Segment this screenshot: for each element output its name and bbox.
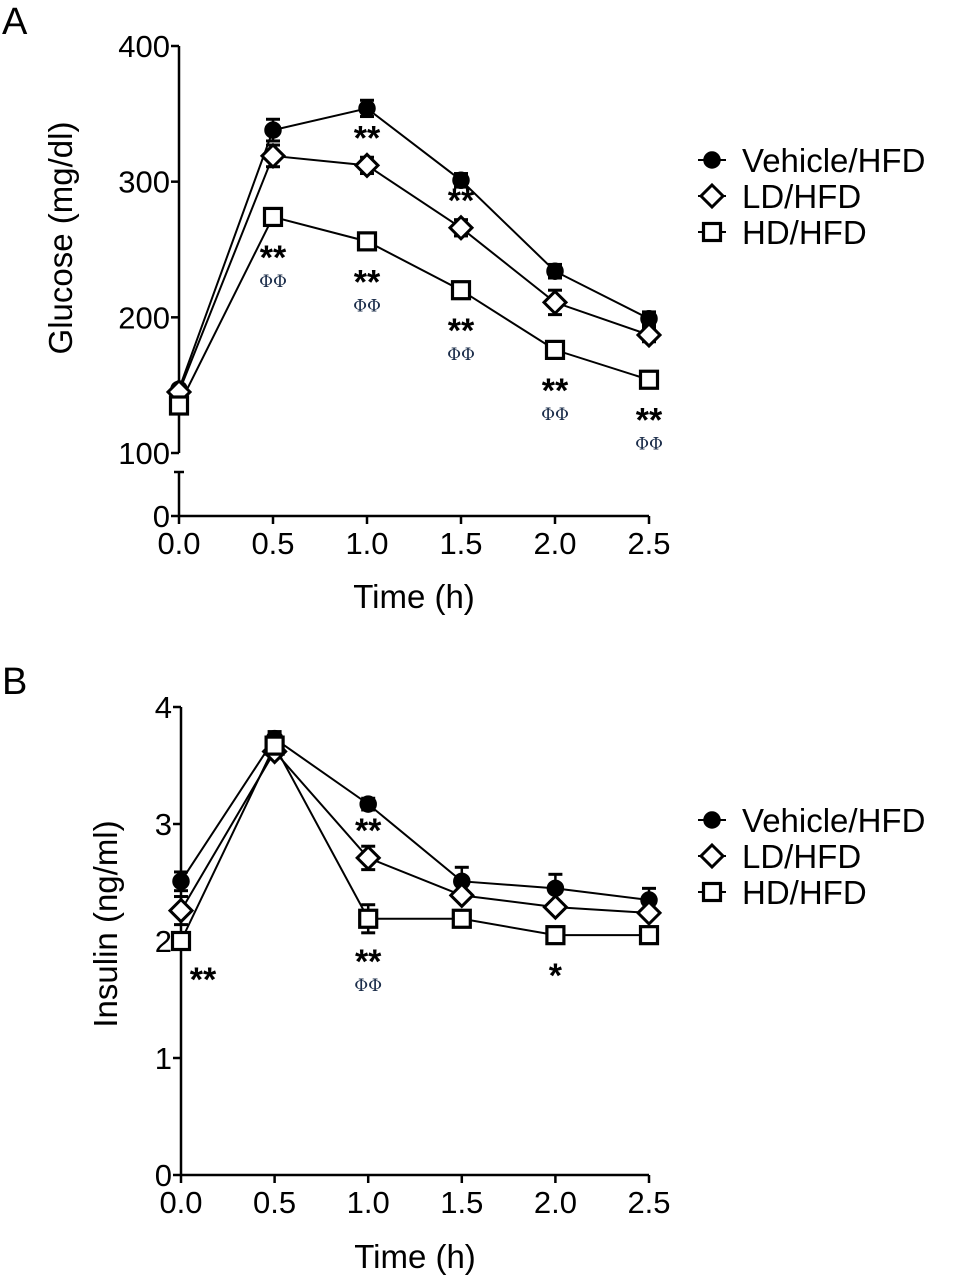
x-tick-label: 2.5 — [627, 1185, 670, 1220]
data-point-hd-hfd — [356, 231, 378, 252]
y-axis-title: Glucose (mg/dl) — [42, 122, 79, 355]
data-point-hd-hfd — [358, 908, 379, 929]
y-tick-label: 300 — [118, 165, 170, 200]
data-point-ld-hfd — [635, 899, 663, 927]
significance-stars: ** — [190, 961, 217, 999]
legend-marker-hd-hfd — [701, 881, 723, 903]
significance-phi: ΦΦ — [353, 296, 381, 316]
chart-a-glucose: 0 100 200 300 400 0.0 0.5 1.0 1.5 2.0 2.5 Time (h) G… — [42, 29, 925, 615]
series-line-vehicle-hfd — [178, 107, 650, 390]
data-point-hd-hfd — [544, 339, 566, 360]
significance-phi: ΦΦ — [259, 272, 287, 292]
y-axis-title: Insulin (ng/ml) — [87, 820, 124, 1027]
panel-label-a: A — [2, 1, 28, 43]
x-tick-label: 1.0 — [345, 526, 388, 561]
x-tick-label: 1.5 — [439, 526, 482, 561]
x-tick-label: 2.5 — [627, 526, 670, 561]
series-line-vehicle-hfd — [180, 737, 650, 902]
data-point-vehicle-hfd — [452, 171, 470, 190]
significance-stars: ** — [260, 239, 287, 277]
data-point-vehicle-hfd — [172, 872, 190, 891]
significance-stars: ** — [542, 372, 569, 410]
legend-marker-vehicle-hfd — [703, 811, 721, 829]
data-point-hd-hfd — [170, 930, 192, 952]
data-point-ld-hfd — [448, 882, 475, 909]
y-tick-label: 400 — [118, 29, 170, 64]
x-tick-label: 0.0 — [159, 1185, 202, 1220]
data-point-hd-hfd — [264, 735, 285, 756]
x-axis-title: Time (h) — [354, 1238, 476, 1275]
x-tick-label: 1.0 — [347, 1185, 390, 1220]
data-point-hd-hfd — [638, 925, 660, 946]
data-point-hd-hfd — [545, 925, 566, 946]
significance-stars: * — [549, 957, 563, 995]
x-tick-label: 0.0 — [157, 526, 200, 561]
data-point-hd-hfd — [451, 908, 472, 929]
x-tick-label: 2.0 — [533, 526, 576, 561]
data-point-ld-hfd — [167, 897, 195, 924]
significance-stars: ** — [355, 812, 382, 850]
series-line-ld-hfd — [178, 154, 650, 393]
legend-marker-hd-hfd — [701, 221, 723, 243]
chart-b-insulin: 0 1 2 3 4 0.0 0.5 1.0 1.5 2.0 2.5 Time (h) Insulin (… — [87, 690, 925, 1275]
legend-marker-ld-hfd — [698, 182, 726, 210]
data-point-hd-hfd — [450, 280, 472, 301]
data-point-hd-hfd — [168, 395, 190, 416]
legend-label-ld-hfd: LD/HFD — [742, 838, 861, 875]
significance-phi: ΦΦ — [447, 345, 475, 365]
legend-label-ld-hfd: LD/HFD — [742, 178, 861, 215]
x-tick-label: 0.5 — [253, 1185, 296, 1220]
legend-label-hd-hfd: HD/HFD — [742, 874, 867, 911]
y-tick-label: 100 — [118, 436, 170, 471]
data-point-ld-hfd — [542, 893, 569, 921]
x-axis-title: Time (h) — [353, 578, 475, 615]
data-point-ld-hfd — [447, 214, 475, 241]
x-tick-label: 0.5 — [251, 526, 294, 561]
data-point-vehicle-hfd — [358, 99, 376, 118]
significance-stars: ** — [448, 312, 475, 350]
data-point-vehicle-hfd — [546, 262, 564, 280]
series-line-hd-hfd — [178, 215, 650, 406]
significance-phi: ΦΦ — [635, 435, 663, 455]
significance-stars: ** — [448, 182, 475, 220]
significance-stars: ** — [354, 119, 381, 157]
data-point-ld-hfd — [353, 152, 381, 179]
data-point-vehicle-hfd — [359, 795, 377, 813]
x-tick-label: 1.5 — [440, 1185, 483, 1220]
data-point-vehicle-hfd — [264, 121, 282, 139]
y-tick-label: 3 — [155, 807, 172, 842]
data-point-ld-hfd — [635, 321, 663, 349]
y-tick-label: 0 — [155, 1158, 172, 1193]
legend-label-vehicle-hfd: Vehicle/HFD — [742, 802, 925, 839]
significance-stars: ** — [636, 402, 663, 440]
legend-marker-ld-hfd — [698, 842, 726, 870]
data-point-ld-hfd — [541, 289, 569, 316]
legend-label-hd-hfd: HD/HFD — [742, 214, 867, 251]
data-point-ld-hfd — [355, 844, 382, 872]
significance-stars: ** — [355, 943, 382, 981]
legend-marker-vehicle-hfd — [703, 151, 721, 169]
legend-label-vehicle-hfd: Vehicle/HFD — [742, 142, 925, 179]
x-tick-label: 2.0 — [534, 1185, 577, 1220]
significance-phi: ΦΦ — [541, 405, 569, 425]
y-tick-label: 0 — [153, 499, 170, 534]
significance-phi: ΦΦ — [354, 976, 382, 996]
series-line-hd-hfd — [180, 743, 649, 942]
y-tick-label: 2 — [155, 924, 172, 959]
data-point-hd-hfd — [262, 206, 284, 228]
panel-label-b: B — [2, 661, 27, 703]
y-tick-label: 4 — [155, 690, 172, 725]
data-point-ld-hfd — [259, 142, 287, 170]
data-point-hd-hfd — [638, 369, 660, 390]
significance-stars: ** — [354, 263, 381, 301]
y-tick-label: 1 — [155, 1041, 172, 1076]
y-tick-label: 200 — [118, 300, 170, 335]
